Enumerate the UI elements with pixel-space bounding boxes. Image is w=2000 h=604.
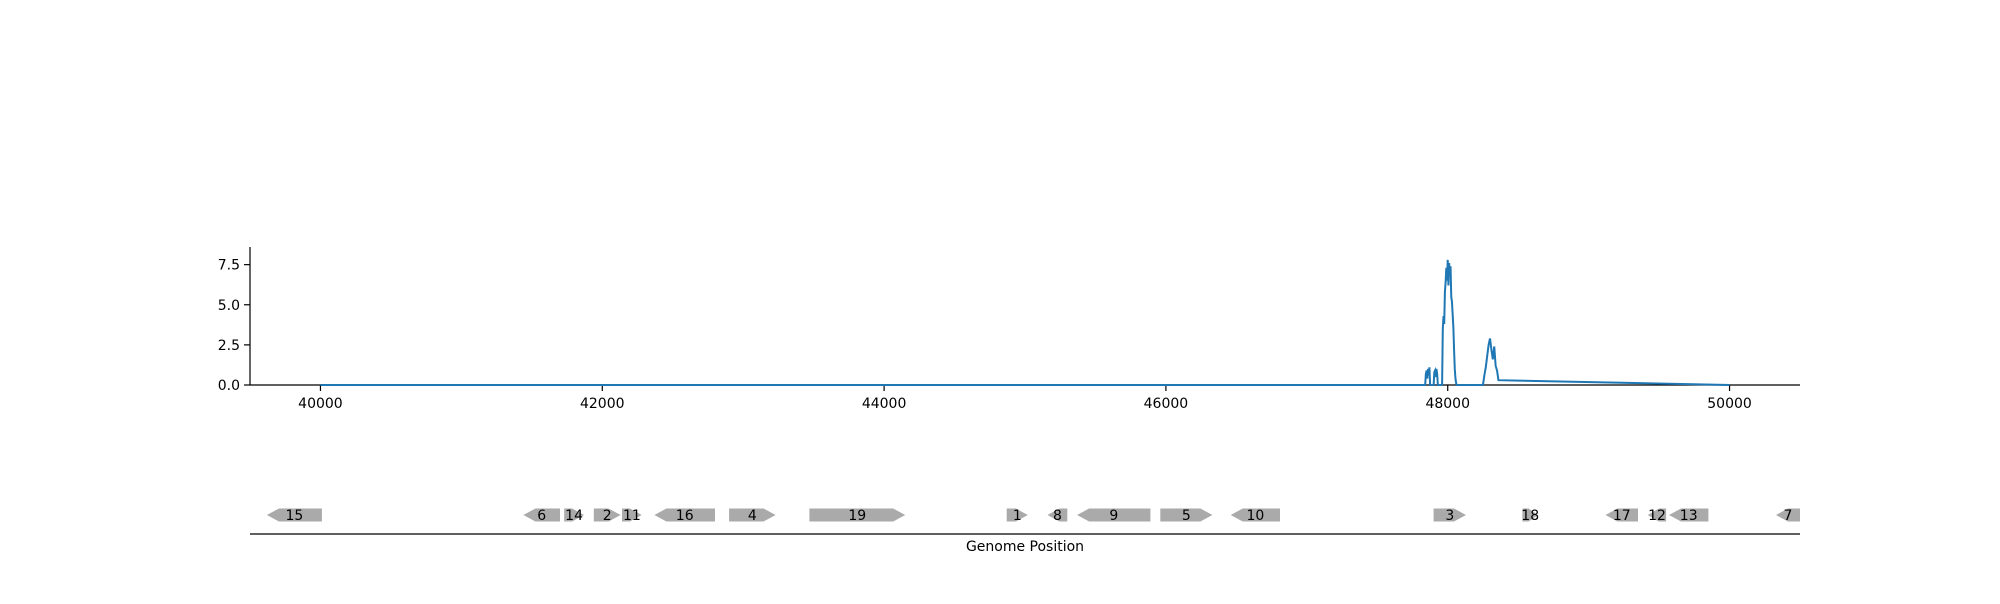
y-tick-label: 7.5	[218, 258, 240, 274]
gene-label: 18	[1521, 508, 1539, 524]
y-tick-label: 0.0	[218, 378, 240, 394]
gene-arrow	[1160, 508, 1213, 522]
gene-label: 9	[1109, 508, 1118, 524]
x-tick-label: 42000	[580, 396, 625, 412]
gene-label: 4	[748, 508, 757, 524]
gene-arrow	[654, 508, 715, 522]
gene-label: 5	[1182, 508, 1191, 524]
x-tick-label: 46000	[1144, 396, 1189, 412]
gene-arrow	[1647, 508, 1667, 522]
y-tick-label: 2.5	[218, 338, 240, 354]
gene-label: 3	[1445, 508, 1454, 524]
coverage-line	[320, 259, 1730, 386]
gene-label: 14	[565, 508, 583, 524]
gene-label: 7	[1784, 508, 1793, 524]
gene-arrow	[622, 508, 642, 522]
y-tick-label: 5.0	[218, 298, 240, 314]
gene-arrow	[1776, 508, 1800, 522]
gene-label: 6	[537, 508, 546, 524]
gene-label: 15	[285, 508, 303, 524]
gene-arrow	[1006, 508, 1028, 522]
gene-label: 10	[1246, 508, 1264, 524]
y-axis-ticks: 0.0 2.5 5.0 7.5	[218, 258, 250, 394]
gene-arrow	[1433, 508, 1466, 522]
gene-arrow	[564, 508, 584, 522]
gene-arrow	[729, 508, 776, 522]
x-tick-label: 40000	[298, 396, 343, 412]
coverage-chart: 0.0 2.5 5.0 7.5 40000 42000 44000 46000 48000 50…	[218, 247, 1800, 412]
gene-label: 8	[1053, 508, 1062, 524]
x-tick-label: 44000	[862, 396, 907, 412]
gene-arrow	[593, 508, 621, 522]
gene-label: 1	[1013, 508, 1022, 524]
gene-arrow	[1669, 508, 1709, 522]
gene-arrow	[1230, 508, 1280, 522]
gene-track: 15 6 14 2 11 16 4 19 1 8 9 5 10 3 18 17 12 13 7 Genome Pos…	[250, 508, 1800, 555]
gene-arrow	[1522, 508, 1538, 522]
gene-features: 15 6 14 2 11 16 4 19 1 8 9 5 10 3 18 17 12 13 7	[266, 508, 1800, 524]
gene-label: 19	[848, 508, 866, 524]
gene-label: 16	[676, 508, 694, 524]
x-tick-label: 48000	[1425, 396, 1470, 412]
gene-arrow	[809, 508, 906, 522]
gene-arrow	[1077, 508, 1151, 522]
x-axis-ticks: 40000 42000 44000 46000 48000 50000	[298, 385, 1752, 412]
gene-arrow	[1047, 508, 1068, 522]
gene-label: 2	[603, 508, 612, 524]
x-tick-label: 50000	[1707, 396, 1752, 412]
gene-arrow	[266, 508, 322, 522]
gene-arrow	[1605, 508, 1638, 522]
gene-label: 12	[1648, 508, 1666, 524]
gene-arrow	[523, 508, 560, 522]
gene-label: 17	[1613, 508, 1631, 524]
gene-label: 11	[623, 508, 641, 524]
gene-label: 13	[1680, 508, 1698, 524]
x-axis-label: Genome Position	[966, 539, 1084, 555]
